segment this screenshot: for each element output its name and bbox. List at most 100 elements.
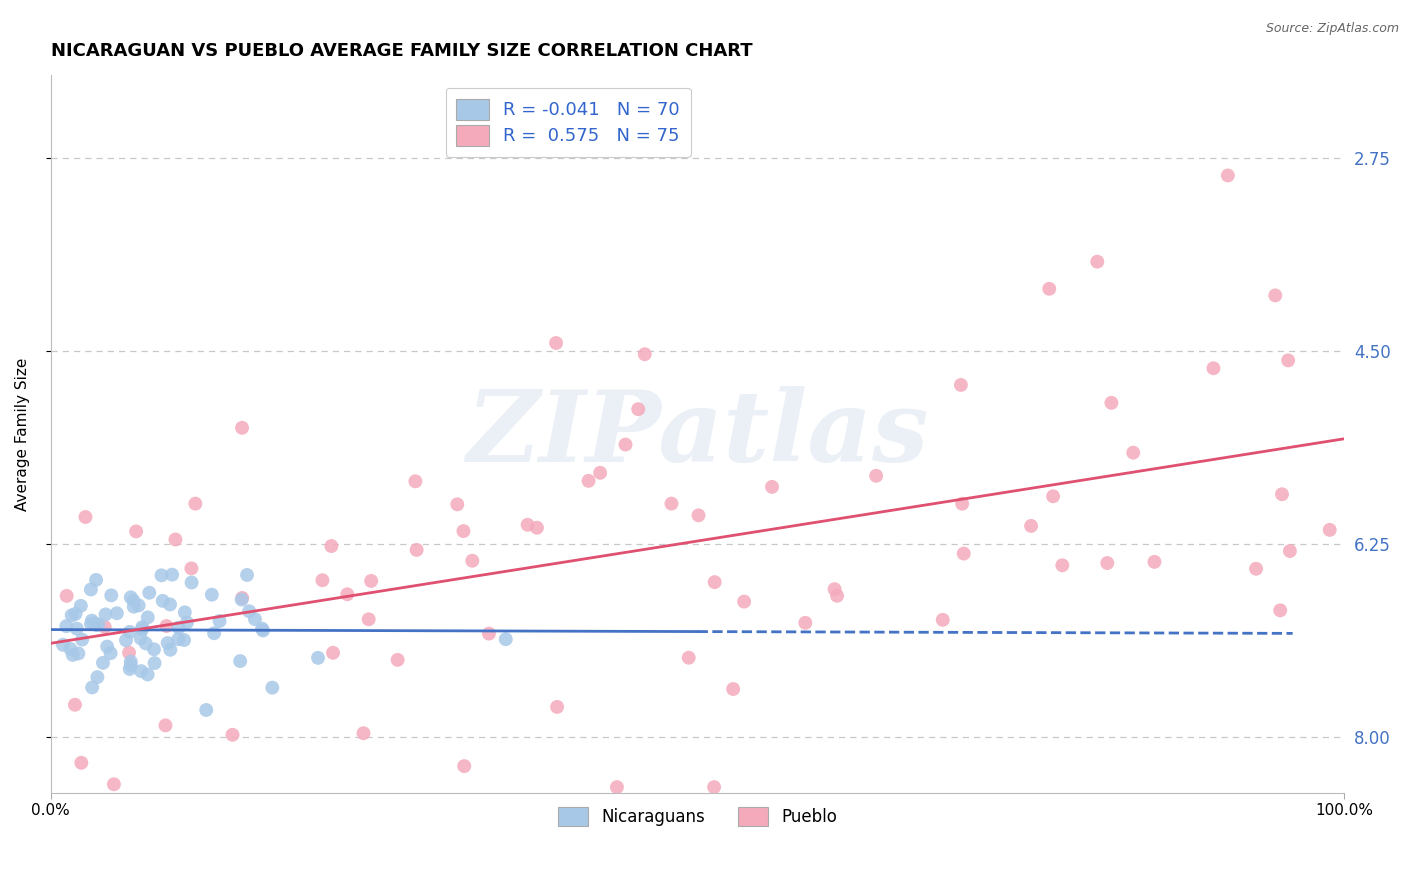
Point (165, 533, 187, 547)
Point (118, 646, 141, 660)
Point (824, 582, 846, 596)
Point (138, 585, 160, 599)
Point (1244, 562, 1267, 576)
Point (353, 726, 375, 740)
Point (118, 624, 141, 639)
Point (125, 524, 148, 539)
Point (195, 703, 218, 717)
Point (1042, 489, 1064, 503)
Point (461, 554, 484, 568)
Point (387, 653, 409, 667)
Point (794, 615, 817, 630)
Point (446, 497, 468, 511)
Point (236, 568, 259, 582)
Point (453, 759, 475, 773)
Point (495, 632, 517, 647)
Point (516, 517, 538, 532)
Point (262, 681, 284, 695)
Point (94, 607, 117, 622)
Point (159, 642, 181, 657)
Point (155, 619, 177, 633)
Point (70, 599, 93, 613)
Text: NICARAGUAN VS PUEBLO AVERAGE FAMILY SIZE CORRELATION CHART: NICARAGUAN VS PUEBLO AVERAGE FAMILY SIZE… (51, 42, 752, 60)
Point (120, 658, 142, 673)
Point (546, 699, 568, 714)
Point (52, 638, 75, 652)
Point (405, 542, 427, 557)
Point (167, 621, 190, 635)
Point (62, 648, 84, 662)
Point (703, 575, 725, 590)
Point (135, 636, 157, 650)
Point (105, 606, 128, 620)
Point (949, 378, 972, 392)
Point (950, 497, 973, 511)
Point (578, 474, 600, 488)
Point (634, 347, 657, 361)
Point (1264, 288, 1286, 302)
Point (865, 468, 887, 483)
Point (208, 614, 231, 628)
Point (1099, 396, 1122, 410)
Point (703, 780, 725, 794)
Point (59, 642, 82, 657)
Point (70, 756, 93, 770)
Point (243, 612, 266, 626)
Point (67, 647, 90, 661)
Point (252, 624, 274, 638)
Point (80, 582, 103, 597)
Point (932, 613, 955, 627)
Point (136, 667, 159, 681)
Point (1271, 487, 1294, 501)
Point (606, 780, 628, 794)
Point (229, 654, 252, 668)
Point (952, 547, 974, 561)
Point (128, 599, 150, 613)
Point (404, 475, 426, 489)
Point (118, 662, 141, 676)
Point (311, 573, 333, 587)
Point (1052, 558, 1074, 573)
Point (63, 698, 86, 712)
Point (120, 655, 142, 669)
Point (75, 510, 97, 524)
Point (1097, 556, 1119, 570)
Point (152, 594, 174, 608)
Point (250, 622, 273, 636)
Point (180, 561, 202, 575)
Text: ZIPatlas: ZIPatlas (467, 385, 929, 483)
Point (136, 610, 159, 624)
Point (96, 640, 118, 654)
Point (94, 620, 117, 634)
Point (1019, 519, 1042, 533)
Point (65, 607, 87, 621)
Point (66, 622, 89, 636)
Point (661, 497, 683, 511)
Point (55, 589, 77, 603)
Point (180, 575, 202, 590)
Point (120, 591, 142, 605)
Point (1270, 603, 1292, 617)
Point (231, 591, 253, 605)
Point (478, 626, 501, 640)
Point (60, 608, 83, 623)
Point (761, 480, 783, 494)
Point (129, 632, 152, 646)
Y-axis label: Average Family Size: Average Family Size (15, 357, 30, 510)
Point (678, 650, 700, 665)
Point (627, 402, 650, 417)
Point (80, 617, 103, 632)
Point (614, 437, 637, 451)
Point (201, 588, 224, 602)
Point (1122, 445, 1144, 459)
Point (122, 593, 145, 607)
Point (82, 681, 104, 695)
Point (91, 656, 114, 670)
Point (453, 524, 475, 538)
Point (70, 632, 93, 647)
Point (86, 670, 108, 684)
Point (357, 612, 380, 626)
Point (160, 567, 183, 582)
Point (238, 604, 260, 618)
Point (83, 616, 105, 631)
